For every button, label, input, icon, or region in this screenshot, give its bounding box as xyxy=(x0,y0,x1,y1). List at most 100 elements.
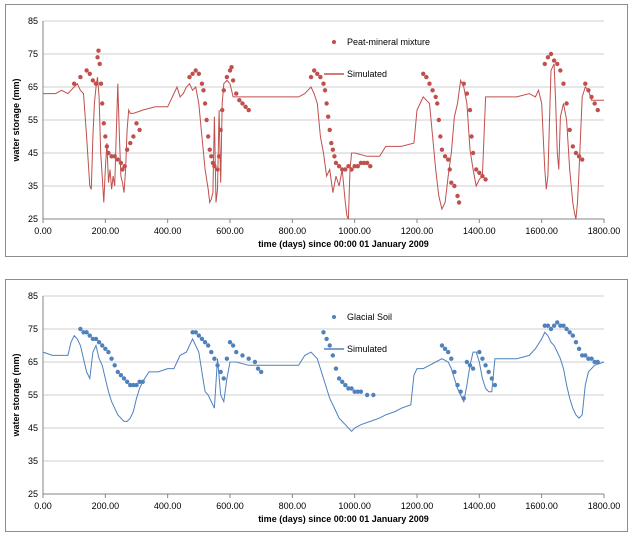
x-tick-label: 800.00 xyxy=(279,501,307,511)
data-point xyxy=(470,366,476,371)
data-point xyxy=(592,101,597,106)
data-point xyxy=(424,74,429,80)
data-point xyxy=(486,369,491,375)
data-point xyxy=(212,164,217,169)
data-point xyxy=(124,147,130,152)
y-tick-label: 45 xyxy=(28,423,38,433)
data-point xyxy=(589,94,594,100)
data-point xyxy=(321,81,326,86)
data-point xyxy=(439,343,445,348)
data-point xyxy=(567,127,572,133)
data-point xyxy=(131,134,136,139)
data-point xyxy=(124,379,130,384)
data-point xyxy=(218,369,223,375)
data-point xyxy=(187,74,192,80)
data-point xyxy=(567,330,572,335)
simulated-series xyxy=(42,331,605,433)
data-point xyxy=(321,330,326,335)
data-point xyxy=(209,349,214,355)
data-point xyxy=(196,71,202,77)
data-point xyxy=(329,140,334,146)
x-tick-label: 1800.00 xyxy=(588,501,621,511)
data-point xyxy=(255,366,261,371)
data-point xyxy=(442,154,448,159)
data-point xyxy=(455,382,460,388)
y-tick-label: 85 xyxy=(28,291,38,301)
data-point xyxy=(355,389,360,394)
data-point xyxy=(548,51,554,57)
data-point xyxy=(361,160,367,166)
x-tick-label: 200.00 xyxy=(92,226,120,236)
data-point xyxy=(346,164,351,169)
data-point xyxy=(564,101,569,106)
data-point xyxy=(246,107,251,113)
data-point xyxy=(542,61,547,67)
data-point xyxy=(445,349,451,355)
data-point xyxy=(555,61,560,67)
data-point xyxy=(209,154,214,159)
data-point xyxy=(87,71,92,77)
data-point xyxy=(103,134,108,139)
data-point xyxy=(216,154,222,159)
data-point xyxy=(545,55,551,60)
data-point xyxy=(561,323,566,328)
data-point xyxy=(103,346,108,351)
data-point xyxy=(90,78,96,83)
data-point xyxy=(467,107,473,113)
data-point xyxy=(461,81,466,86)
data-point xyxy=(343,382,348,388)
y-tick-label: 55 xyxy=(28,115,38,125)
data-point xyxy=(112,154,117,159)
x-tick-label: 1400.00 xyxy=(463,501,496,511)
data-point xyxy=(340,379,345,384)
data-point xyxy=(333,160,339,166)
data-point xyxy=(218,127,223,133)
data-point xyxy=(78,326,83,332)
data-point xyxy=(193,330,198,335)
data-point xyxy=(212,356,217,361)
data-point xyxy=(318,74,323,80)
data-point xyxy=(435,101,440,106)
y-tick-label: 75 xyxy=(28,49,38,59)
data-point xyxy=(330,147,336,152)
data-point xyxy=(551,58,557,63)
data-point xyxy=(101,121,106,126)
data-point xyxy=(308,74,314,80)
data-point xyxy=(358,389,364,394)
data-point xyxy=(364,392,370,398)
y-tick-label: 75 xyxy=(28,324,38,334)
data-point xyxy=(210,160,216,166)
data-point xyxy=(237,98,242,103)
data-point xyxy=(464,91,470,96)
data-point xyxy=(477,170,482,175)
data-point xyxy=(96,48,101,53)
x-tick-label: 0.00 xyxy=(34,226,52,236)
data-point xyxy=(464,359,470,365)
data-point xyxy=(205,343,211,348)
data-point xyxy=(542,323,547,328)
data-point xyxy=(100,343,105,348)
data-point xyxy=(201,88,206,93)
data-point xyxy=(240,353,245,358)
data-point xyxy=(128,382,133,388)
data-point xyxy=(330,353,336,358)
data-point xyxy=(449,356,454,361)
data-point xyxy=(447,167,452,172)
x-tick-label: 600.00 xyxy=(216,501,244,511)
data-point xyxy=(97,61,102,67)
data-point xyxy=(368,164,373,169)
y-tick-label: 25 xyxy=(28,214,38,224)
data-point xyxy=(573,340,579,345)
legend-marker-points xyxy=(332,315,336,319)
y-axis-title: water storage (mm) xyxy=(11,353,21,437)
data-point xyxy=(483,177,488,182)
data-point xyxy=(558,323,563,328)
x-tick-label: 1000.00 xyxy=(338,226,371,236)
data-point xyxy=(564,326,569,332)
data-point xyxy=(137,127,142,133)
x-axis-title: time (days) since 00:00 01 January 2009 xyxy=(258,514,429,524)
data-point xyxy=(333,366,339,371)
x-tick-label: 800.00 xyxy=(279,226,307,236)
data-point xyxy=(96,340,102,345)
data-point xyxy=(551,323,557,328)
